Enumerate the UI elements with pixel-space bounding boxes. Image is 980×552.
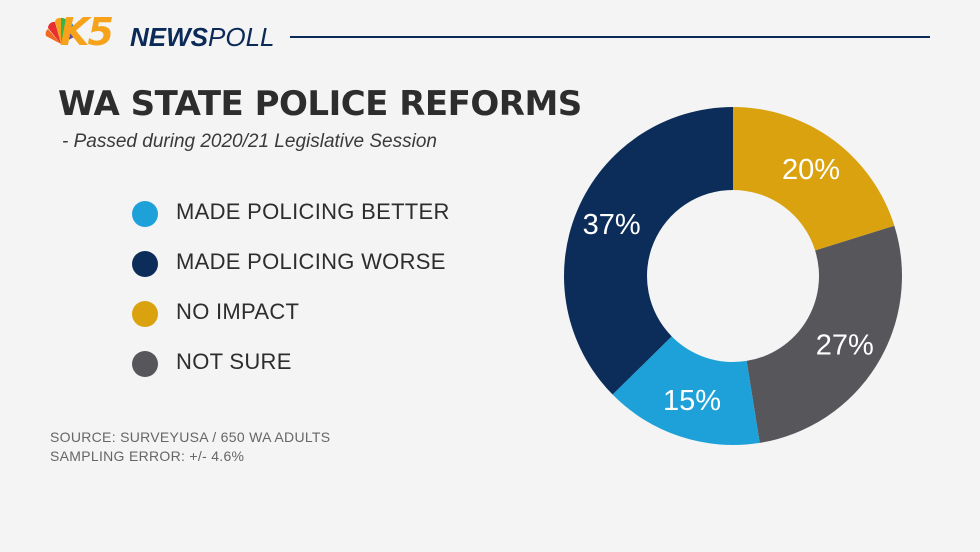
slice-value-label: 20% — [782, 154, 840, 186]
logo-news: NEWS — [130, 22, 208, 52]
donut-slice — [612, 336, 760, 445]
slice-value-label: 27% — [816, 329, 874, 361]
header: K5 NEWSPOLL — [44, 8, 944, 56]
donut-chart: 20% 27% 15% 37% — [564, 107, 902, 445]
legend-swatch — [132, 201, 158, 227]
chart-subtitle: - Passed during 2020/21 Legislative Sess… — [62, 131, 437, 152]
logo-poll: POLL — [208, 22, 275, 52]
nbc-peacock-icon — [45, 17, 77, 44]
k5-newspoll-logo: K5 NEWSPOLL — [44, 8, 284, 56]
legend-swatch — [132, 351, 158, 377]
logo-newspoll: NEWSPOLL — [130, 22, 275, 53]
chart-title: WA STATE POLICE REFORMS — [58, 84, 582, 124]
legend-swatch — [132, 301, 158, 327]
slice-value-label: 15% — [663, 385, 721, 417]
legend-label: MADE POLICING WORSE — [176, 249, 446, 274]
slice-value-label: 37% — [583, 209, 641, 241]
legend-label: NO IMPACT — [176, 299, 300, 324]
donut-slice — [564, 107, 733, 395]
legend-label: NOT SURE — [176, 349, 292, 374]
source-line: SOURCE: SURVEYUSA / 650 WA ADULTS — [50, 429, 331, 445]
donut-slice — [733, 107, 895, 251]
donut-slice — [746, 225, 902, 443]
source-note: SOURCE: SURVEYUSA / 650 WA ADULTS SAMPLI… — [50, 428, 330, 466]
sampling-error-line: SAMPLING ERROR: +/- 4.6% — [50, 448, 245, 464]
logo-k5: K5 — [60, 10, 114, 54]
legend-label: MADE POLICING BETTER — [176, 199, 450, 224]
legend-swatch — [132, 251, 158, 277]
header-rule — [290, 36, 930, 38]
